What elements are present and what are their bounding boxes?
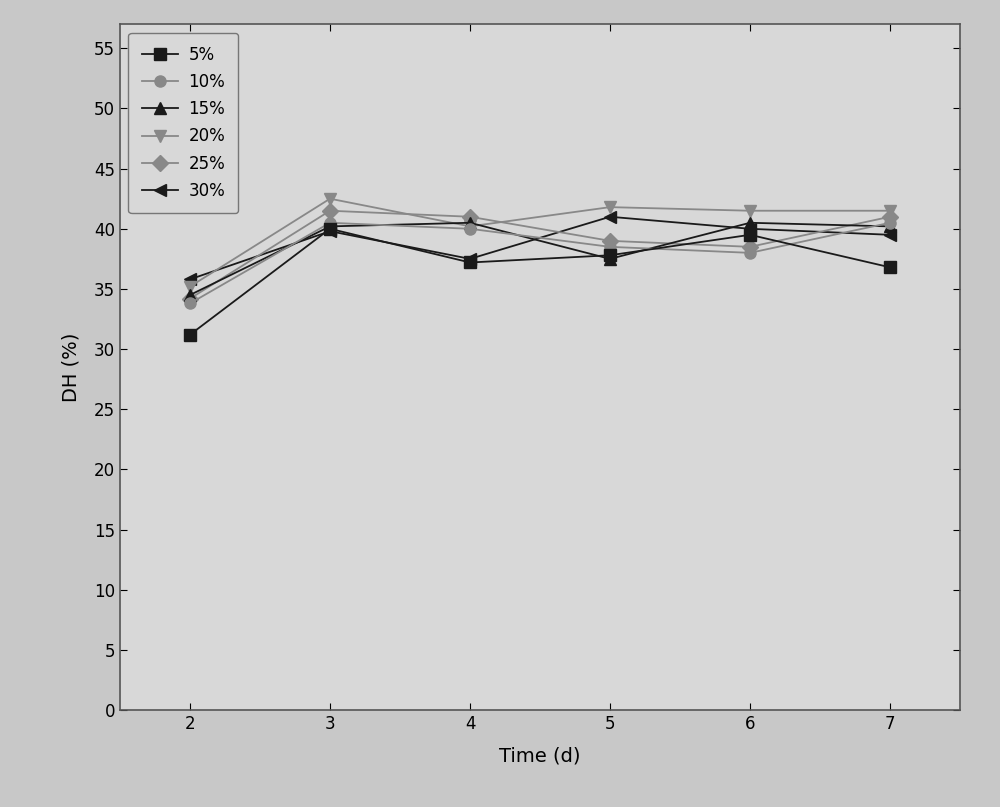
30% <box>604 212 616 222</box>
25% <box>184 294 196 303</box>
5% <box>744 230 756 240</box>
Line: 30%: 30% <box>184 211 896 286</box>
20% <box>604 203 616 212</box>
25% <box>464 212 476 222</box>
20% <box>744 206 756 215</box>
5% <box>184 330 196 340</box>
10% <box>604 242 616 252</box>
Line: 25%: 25% <box>184 205 896 304</box>
30% <box>464 254 476 264</box>
30% <box>744 224 756 234</box>
25% <box>744 242 756 252</box>
15% <box>604 254 616 264</box>
Line: 10%: 10% <box>184 217 896 309</box>
5% <box>324 224 336 234</box>
25% <box>604 236 616 245</box>
15% <box>464 218 476 228</box>
5% <box>604 250 616 260</box>
20% <box>324 194 336 203</box>
10% <box>464 224 476 234</box>
15% <box>744 218 756 228</box>
30% <box>884 230 896 240</box>
10% <box>184 299 196 308</box>
Line: 20%: 20% <box>184 192 896 293</box>
X-axis label: Time (d): Time (d) <box>499 747 581 766</box>
30% <box>184 274 196 284</box>
5% <box>464 257 476 267</box>
10% <box>744 248 756 257</box>
15% <box>184 291 196 300</box>
10% <box>884 218 896 228</box>
5% <box>884 262 896 272</box>
20% <box>884 206 896 215</box>
15% <box>324 222 336 232</box>
15% <box>884 222 896 232</box>
20% <box>184 282 196 291</box>
Legend: 5%, 10%, 15%, 20%, 25%, 30%: 5%, 10%, 15%, 20%, 25%, 30% <box>128 32 238 213</box>
Line: 15%: 15% <box>184 216 896 301</box>
10% <box>324 218 336 228</box>
20% <box>464 222 476 232</box>
30% <box>324 226 336 236</box>
25% <box>324 206 336 215</box>
25% <box>884 212 896 222</box>
Y-axis label: DH (%): DH (%) <box>61 332 80 402</box>
Line: 5%: 5% <box>184 224 896 341</box>
